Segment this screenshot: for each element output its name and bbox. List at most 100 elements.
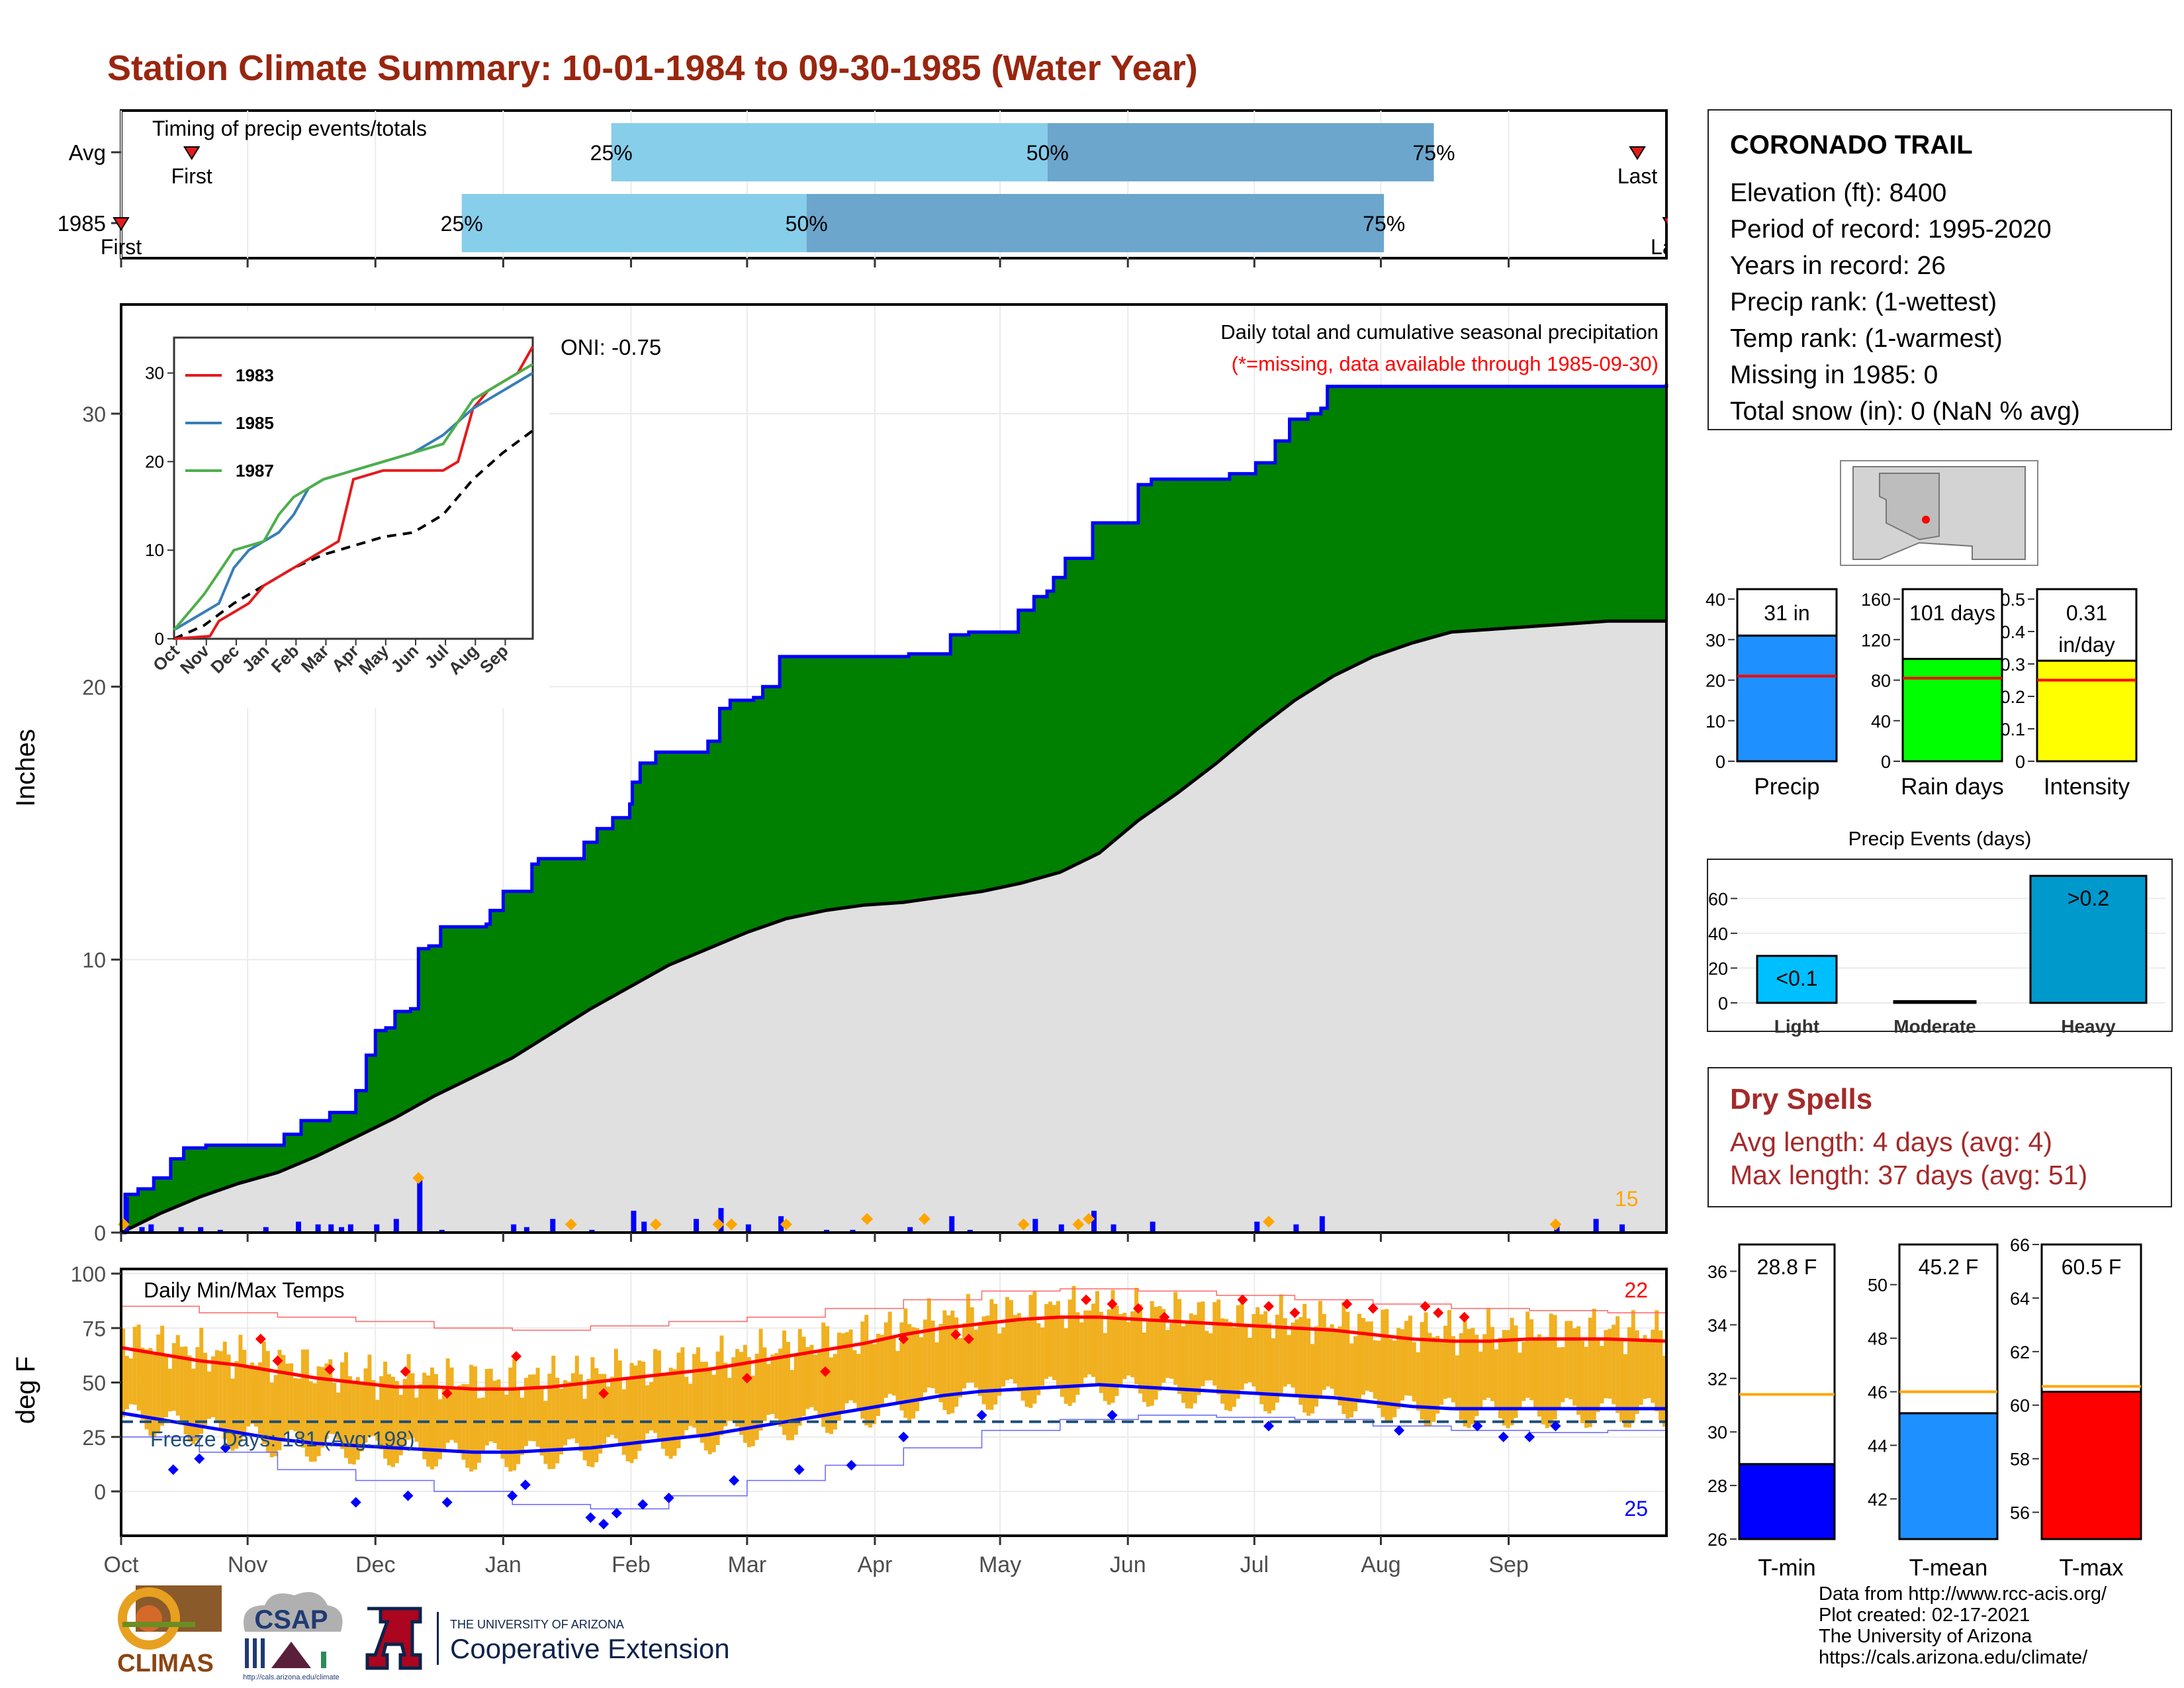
precip-events-bar-label: >0.2 [2068,886,2109,910]
temp-daily-bar [970,1307,974,1383]
climas-logo: CLIMAS [117,1585,222,1677]
temp-daily-bar [903,1308,908,1418]
temp-daily-bar [269,1382,274,1458]
temp-daily-bar [218,1351,223,1430]
temp-daily-bar [958,1338,963,1398]
temp-daily-bar [1009,1300,1013,1380]
temp-daily-bar [1099,1311,1103,1393]
temp-summary-ytick-label: 60 [2010,1396,2030,1416]
temp-daily-bar [1142,1332,1146,1402]
temp-daily-bar [942,1310,947,1411]
inset-frame [173,336,534,640]
temp-daily-bar [782,1330,787,1435]
precip-daily-bar [328,1224,334,1233]
temp-daily-bar [829,1357,833,1434]
footer-created: Plot created: 02-17-2021 [1819,1605,2030,1626]
temp-summary-ytick-label: 48 [1868,1329,1888,1349]
ua-logo-big: Cooperative Extension [450,1633,730,1664]
temp-summary-ytick-label: 36 [1707,1262,1727,1282]
temp-daily-bar [860,1321,865,1419]
temp-record-high-dot [272,1355,283,1366]
temp-daily-bar [1428,1333,1432,1427]
locator-map [1840,460,2038,566]
temp-daily-bar [1169,1323,1174,1379]
inset-legend-label: 1983 [236,365,274,385]
temp-daily-bar [1600,1346,1604,1404]
temp-xtick-label: May [979,1552,1021,1577]
temp-daily-bar [1659,1330,1663,1421]
precip-cumulative-line [121,383,1668,1235]
temp-daily-bar [551,1355,556,1470]
temp-daily-bar [813,1354,818,1411]
temp-daily-bar [743,1344,747,1443]
temp-daily-bar [136,1325,141,1411]
temp-daily-bar [390,1376,395,1468]
precip-daily-bar [148,1224,154,1233]
temp-daily-bar [277,1350,282,1450]
temp-record-low-dot [729,1475,740,1486]
temp-daily-bar [1396,1327,1401,1409]
temp-freeze-label: Freeze Days: 181 (Avg:198) [150,1427,415,1451]
temp-daily-bar [895,1350,900,1402]
precip-event-dot [725,1218,738,1231]
temp-daily-bar [805,1346,810,1409]
temp-daily-bar [328,1359,333,1434]
temp-xtick-label: Jul [1240,1552,1269,1577]
temp-daily-bar [907,1324,912,1421]
temp-daily-bar [371,1380,376,1436]
timing-mask [1668,104,1701,265]
precip-daily-bar [123,1197,129,1233]
temp-frame [120,1268,1668,1537]
precip-note: (*=missing, data available through 1985-… [1232,352,1659,375]
precip-frame [120,303,1668,1234]
precip-daily-bar [1150,1221,1156,1233]
temp-daily-bar [1342,1302,1346,1415]
temp-daily-bar [1271,1338,1275,1411]
temp-daily-bar [954,1317,959,1407]
temp-daily-bar [1036,1323,1041,1395]
right-panels: 0 10 20 30 40 31 in Precip 0 40 80 120 160 101 days R… [1706,588,2173,1581]
temp-daily-bar [1173,1291,1178,1385]
temp-daily-bar [359,1381,364,1452]
precip-ytick-label: 0 [94,1221,106,1245]
temp-xtick-label: Jun [1110,1552,1146,1577]
temp-daily-bar [1165,1330,1170,1378]
precip-event-dot [918,1213,931,1225]
temp-daily-bar [1349,1343,1354,1418]
temp-daily-bar [1639,1339,1643,1405]
temp-xtick-label: Apr [857,1552,892,1577]
temp-daily-bar [1467,1329,1471,1429]
temp-daily-bar [465,1383,470,1468]
temp-daily-bar [1655,1310,1659,1412]
timing-pct-label: 50% [786,212,828,236]
temp-daily-bar [1615,1316,1620,1413]
temp-daily-bar [978,1321,982,1396]
temp-summary-value: 60.5 F [2062,1255,2122,1279]
temp-daily-bar [285,1364,290,1434]
temp-summary-box [1738,1243,1836,1466]
temp-daily-bar [1627,1327,1631,1428]
temp-daily-bar [1623,1354,1627,1428]
precip-daily-bar [1619,1224,1625,1233]
temp-daily-bar [253,1365,258,1427]
temp-daily-bar [1381,1309,1385,1417]
temp-daily-bar [1267,1323,1272,1414]
temp-xtick-label: Aug [1361,1552,1401,1577]
temp-daily-bar [1185,1322,1189,1409]
precip-daily-bar [217,1229,223,1233]
temp-daily-bar [1287,1335,1291,1385]
temp-daily-bar [1318,1301,1322,1398]
precip-events-bar [2029,874,2148,1004]
ua-logo-small: THE UNIVERSITY OF ARIZONA [450,1618,624,1631]
temp-daily-bar [841,1333,845,1411]
precip-daily-bar [1111,1224,1116,1233]
temp-record-high-dot [598,1387,610,1399]
temp-record-low-dot [611,1507,622,1519]
temp-daily-bar [762,1347,767,1421]
temp-daily-bar [887,1311,892,1394]
temp-daily-bar [340,1362,345,1449]
temp-daily-bar [676,1352,681,1448]
timing-bar-q2 [461,194,807,252]
precip-summary-ytick-label: 30 [1706,630,1725,650]
temp-record-low-dot [220,1442,231,1454]
